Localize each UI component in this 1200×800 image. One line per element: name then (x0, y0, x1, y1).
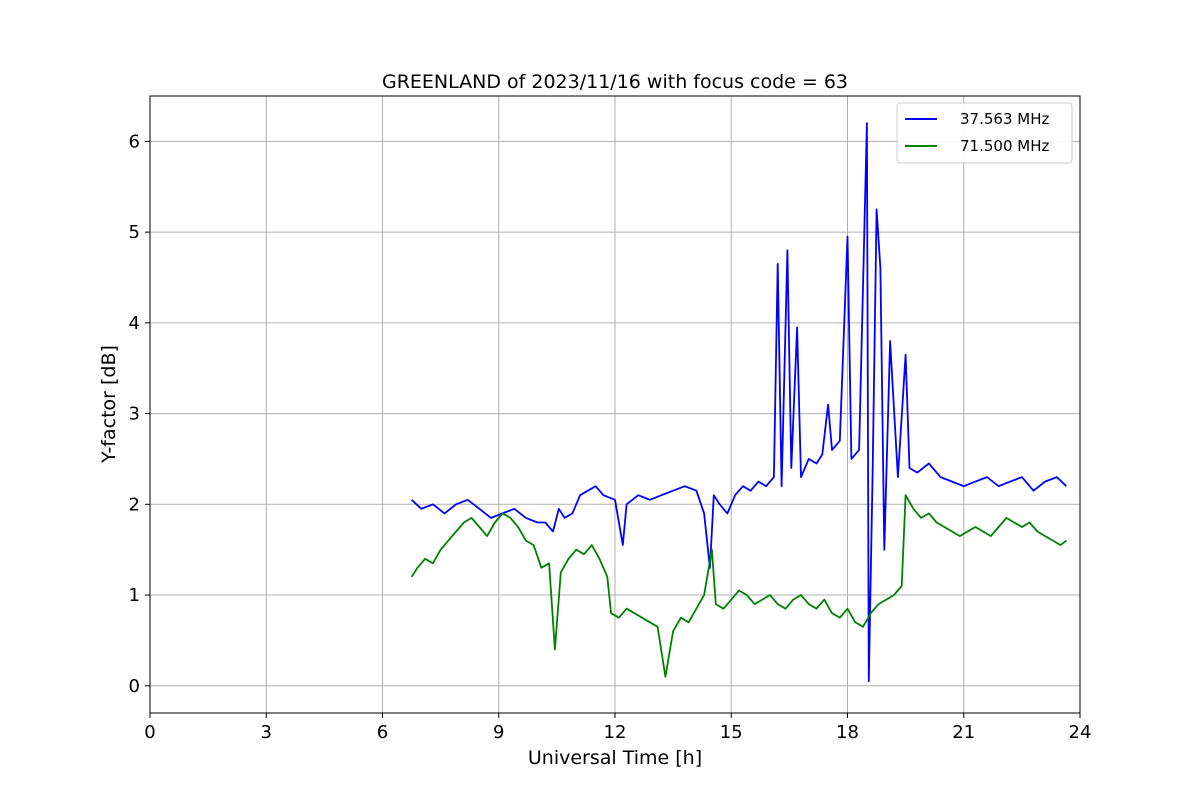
x-axis-label: Universal Time [h] (528, 747, 702, 769)
legend: 37.563 MHz 71.500 MHz (896, 102, 1073, 164)
y-tick-label: 3 (129, 404, 140, 425)
chart-title: GREENLAND of 2023/11/16 with focus code … (382, 71, 848, 93)
legend-label-37mhz: 37.563 MHz (960, 110, 1049, 128)
y-tick-label: 2 (129, 494, 140, 515)
x-tick-label: 18 (836, 722, 859, 743)
legend-box (896, 102, 1073, 164)
x-tick-label: 6 (377, 722, 388, 743)
y-tick-label: 5 (129, 222, 140, 243)
x-tick-label: 3 (261, 722, 272, 743)
x-tick-label: 0 (144, 722, 155, 743)
x-tick-label: 21 (952, 722, 975, 743)
y-tick-label: 4 (129, 313, 140, 334)
x-tick-label: 24 (1069, 722, 1092, 743)
y-axis-label: Y-factor [dB] (98, 345, 120, 464)
y-tick-label: 0 (129, 676, 140, 697)
x-tick-label: 12 (604, 722, 627, 743)
y-tick-label: 1 (129, 585, 140, 606)
legend-label-71mhz: 71.500 MHz (960, 137, 1049, 155)
x-tick-label: 9 (493, 722, 504, 743)
series-layer (410, 122, 1068, 683)
y-tick-label: 6 (129, 131, 140, 152)
x-tick-label: 15 (720, 722, 743, 743)
series-line-71mhz (410, 494, 1067, 678)
series-line-37mhz (410, 122, 1068, 683)
